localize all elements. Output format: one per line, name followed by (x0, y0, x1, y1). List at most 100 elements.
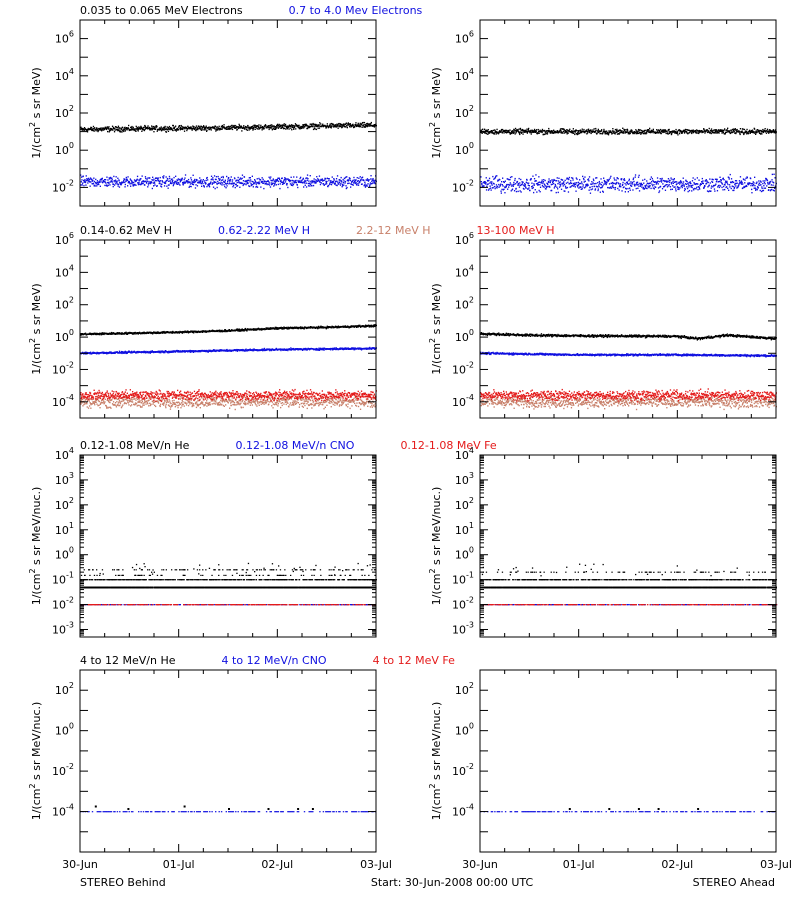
data-point (739, 181, 741, 184)
data-point (213, 182, 215, 184)
data-point (254, 128, 256, 130)
data-point (599, 191, 601, 193)
data-point (624, 179, 626, 182)
data-point (96, 181, 98, 184)
data-point (267, 126, 270, 129)
data-point (701, 177, 703, 180)
data-point (357, 325, 360, 327)
data-point (485, 189, 488, 191)
data-point (114, 179, 117, 181)
data-point (738, 180, 741, 182)
data-point (236, 128, 238, 131)
data-point (687, 133, 689, 135)
data-point (533, 128, 536, 131)
data-point (157, 351, 159, 353)
data-point (342, 123, 345, 125)
data-point (319, 181, 321, 183)
data-point (495, 130, 497, 133)
data-point (578, 130, 580, 132)
data-point (765, 177, 767, 180)
data-point (325, 180, 327, 183)
data-point (299, 180, 301, 182)
data-point (488, 179, 490, 182)
data-point (588, 189, 590, 191)
data-point (609, 131, 611, 133)
data-point (325, 127, 327, 129)
data-point (221, 184, 223, 186)
data-point (657, 180, 659, 182)
data-point (498, 132, 500, 134)
data-point (218, 125, 220, 128)
data-point (529, 189, 531, 192)
data-point (643, 188, 646, 190)
data-point (548, 127, 550, 130)
data-point (537, 183, 540, 186)
data-point (616, 181, 618, 184)
data-point (597, 130, 599, 132)
data-point (773, 173, 775, 175)
data-point (247, 125, 249, 127)
data-point (302, 327, 304, 329)
data-point (270, 176, 272, 178)
data-point (575, 132, 577, 135)
data-point (708, 127, 710, 130)
data-point (661, 188, 664, 190)
data-point (543, 183, 546, 185)
data-point (162, 176, 164, 178)
data-point (486, 129, 488, 132)
data-point (493, 185, 496, 188)
data-point (331, 125, 333, 128)
data-point (258, 177, 260, 180)
data-point (182, 181, 184, 184)
data-point (551, 130, 553, 132)
data-point (309, 175, 311, 177)
data-point (120, 183, 123, 185)
data-point (349, 126, 351, 128)
data-point (509, 129, 511, 131)
data-point (642, 186, 645, 189)
data-point (717, 130, 719, 132)
data-point (164, 182, 167, 185)
data-point (710, 190, 712, 192)
data-point (510, 130, 513, 132)
data-point (666, 130, 668, 132)
data-point (112, 185, 114, 188)
data-point (272, 125, 274, 127)
data-point (353, 182, 355, 184)
data-point (709, 131, 711, 134)
series-0-62-2-22-mev-h (80, 346, 377, 355)
data-point (328, 184, 330, 187)
data-point (552, 181, 554, 183)
data-point (495, 184, 498, 186)
data-point (346, 186, 348, 189)
data-point (173, 183, 175, 186)
data-point (642, 179, 644, 181)
data-point (203, 126, 205, 128)
data-point (212, 177, 214, 179)
data-point (542, 185, 544, 188)
data-point (723, 179, 725, 181)
data-point (160, 351, 163, 353)
data-point (240, 126, 243, 128)
data-point (317, 178, 319, 180)
data-point (349, 326, 351, 329)
data-point (130, 128, 132, 130)
data-point (753, 187, 755, 189)
data-point (612, 186, 614, 188)
data-point (770, 131, 772, 134)
data-point (90, 178, 93, 180)
data-point (533, 131, 535, 133)
data-point (287, 126, 289, 128)
data-point (212, 126, 214, 128)
data-point (141, 182, 144, 185)
data-point (607, 132, 609, 135)
data-point (671, 132, 673, 135)
data-point (158, 332, 161, 334)
y-tick-label: 100 (55, 141, 74, 157)
data-point (216, 330, 219, 333)
data-point (126, 179, 128, 181)
data-point (149, 177, 151, 179)
data-point (371, 180, 373, 182)
data-point (773, 130, 775, 132)
data-point (650, 129, 652, 132)
